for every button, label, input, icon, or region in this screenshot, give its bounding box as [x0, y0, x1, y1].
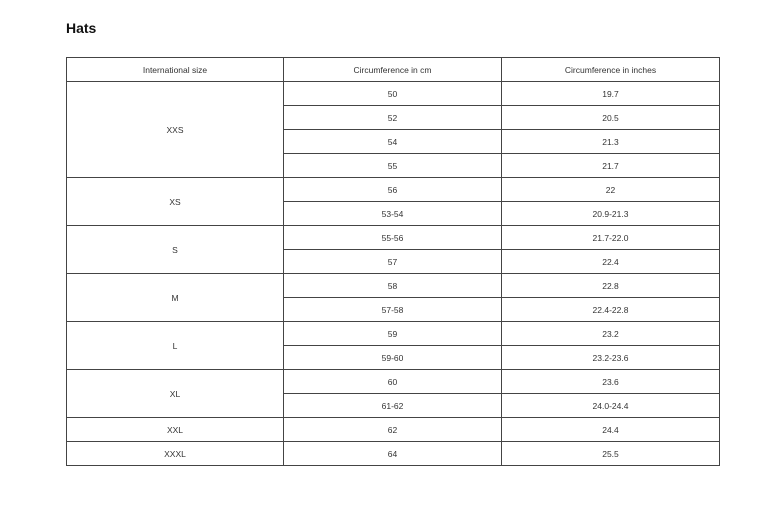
- cm-cell: 64: [283, 441, 502, 466]
- inches-cell: 25.5: [501, 441, 720, 466]
- size-cell: M: [66, 273, 284, 322]
- inches-cell: 23.6: [501, 369, 720, 394]
- inches-cell: 24.4: [501, 417, 720, 442]
- size-cell: XS: [66, 177, 284, 226]
- cm-cell: 54: [283, 129, 502, 154]
- cm-cell: 55-56: [283, 225, 502, 250]
- inches-cell: 20.5: [501, 105, 720, 130]
- cm-cell: 55: [283, 153, 502, 178]
- inches-cell: 21.7-22.0: [501, 225, 720, 250]
- inches-cell: 22.4-22.8: [501, 297, 720, 322]
- size-cell: XXS: [66, 81, 284, 178]
- size-cell: XL: [66, 369, 284, 418]
- table-row: XXL 62 24.4: [66, 417, 720, 442]
- table-body: XXS 50 19.7 52 20.5 54 21.3 55 21.7 XS 56 22 53-54 20…: [66, 81, 720, 466]
- cm-cell: 59: [283, 321, 502, 346]
- table-row: L 59 23.2: [66, 321, 720, 370]
- cm-cell: 59-60: [283, 345, 502, 370]
- inches-cell: 20.9-21.3: [501, 201, 720, 226]
- cm-cell: 61-62: [283, 393, 502, 418]
- table-row: XXS 50 19.7: [66, 81, 720, 178]
- inches-cell: 19.7: [501, 81, 720, 106]
- cm-cell: 58: [283, 273, 502, 298]
- table-row: 55 21.7: [67, 153, 720, 178]
- cm-cell: 56: [283, 177, 502, 202]
- table-row: XXXL 64 25.5: [66, 441, 720, 466]
- inches-cell: 22.8: [501, 273, 720, 298]
- size-cell: L: [66, 321, 284, 370]
- header-circumference-inches: Circumference in inches: [501, 57, 720, 82]
- hat-size-table: International size Circumference in cm C…: [66, 57, 720, 466]
- cm-cell: 57-58: [283, 297, 502, 322]
- inches-cell: 22: [501, 177, 720, 202]
- table-row: XS 56 22: [66, 177, 720, 226]
- cm-cell: 52: [283, 105, 502, 130]
- inches-cell: 22.4: [501, 249, 720, 274]
- header-international-size: International size: [66, 57, 284, 82]
- table-row: XL 60 23.6: [66, 369, 720, 418]
- cm-cell: 50: [283, 81, 502, 106]
- table-row: 61-62 24.0-24.4: [67, 393, 720, 418]
- cm-cell: 62: [283, 417, 502, 442]
- header-circumference-cm: Circumference in cm: [283, 57, 502, 82]
- inches-cell: 21.7: [501, 153, 720, 178]
- cm-cell: 53-54: [283, 201, 502, 226]
- table-row: 59-60 23.2-23.6: [67, 345, 720, 370]
- inches-cell: 23.2: [501, 321, 720, 346]
- inches-cell: 23.2-23.6: [501, 345, 720, 370]
- cm-cell: 57: [283, 249, 502, 274]
- cm-cell: 60: [283, 369, 502, 394]
- table-row: S 55-56 21.7-22.0: [66, 225, 720, 274]
- table-row: 57 22.4: [67, 249, 720, 274]
- size-cell: S: [66, 225, 284, 274]
- page-title: Hats: [66, 20, 97, 36]
- table-row: 57-58 22.4-22.8: [67, 297, 720, 322]
- inches-cell: 24.0-24.4: [501, 393, 720, 418]
- size-cell: XXXL: [66, 441, 284, 466]
- header-row: International size Circumference in cm C…: [66, 57, 720, 82]
- inches-cell: 21.3: [501, 129, 720, 154]
- size-cell: XXL: [66, 417, 284, 442]
- table-row: M 58 22.8: [66, 273, 720, 322]
